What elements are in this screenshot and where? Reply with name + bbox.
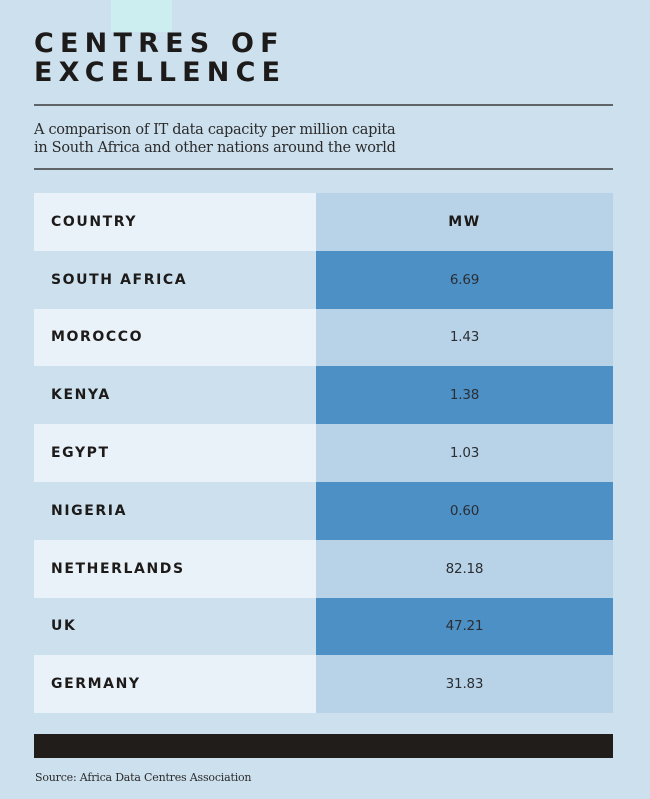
country-cell: GERMANY: [34, 655, 316, 714]
country-cell: NETHERLANDS: [34, 539, 316, 598]
table-row: EGYPT 1.03: [34, 424, 613, 482]
table-row: MOROCCO 1.43: [34, 308, 613, 367]
column-header-mw: MW: [316, 193, 613, 251]
table-row: SOUTH AFRICA 6.69: [34, 250, 613, 309]
country-cell: SOUTH AFRICA: [34, 250, 316, 309]
table-header-row: COUNTRY MW: [34, 193, 613, 251]
column-header-country: COUNTRY: [34, 193, 316, 251]
source-note: Source: Africa Data Centres Association: [35, 771, 252, 784]
table-row: KENYA 1.38: [34, 366, 613, 425]
value-cell: 1.03: [316, 424, 613, 482]
page-title: CENTRES OF EXCELLENCE: [34, 28, 287, 88]
footer-bar: [34, 734, 613, 758]
subtitle-divider: [34, 168, 613, 170]
value-cell: 0.60: [316, 481, 613, 540]
top-divider: [34, 104, 613, 106]
table-row: UK 47.21: [34, 597, 613, 656]
table-row: NIGERIA 0.60: [34, 481, 613, 540]
value-cell: 6.69: [316, 250, 613, 309]
data-table: COUNTRY MW SOUTH AFRICA 6.69 MOROCCO 1.4…: [34, 193, 613, 714]
table-row: GERMANY 31.83: [34, 655, 613, 714]
country-cell: KENYA: [34, 366, 316, 425]
subtitle: A comparison of IT data capacity per mil…: [34, 122, 396, 156]
country-cell: NIGERIA: [34, 481, 316, 540]
value-cell: 82.18: [316, 539, 613, 598]
country-cell: EGYPT: [34, 424, 316, 482]
value-cell: 1.38: [316, 366, 613, 425]
value-cell: 1.43: [316, 308, 613, 367]
country-cell: MOROCCO: [34, 308, 316, 367]
value-cell: 31.83: [316, 655, 613, 714]
value-cell: 47.21: [316, 597, 613, 656]
country-cell: UK: [34, 597, 316, 656]
table-row: NETHERLANDS 82.18: [34, 539, 613, 598]
top-accent-block: [111, 0, 172, 32]
